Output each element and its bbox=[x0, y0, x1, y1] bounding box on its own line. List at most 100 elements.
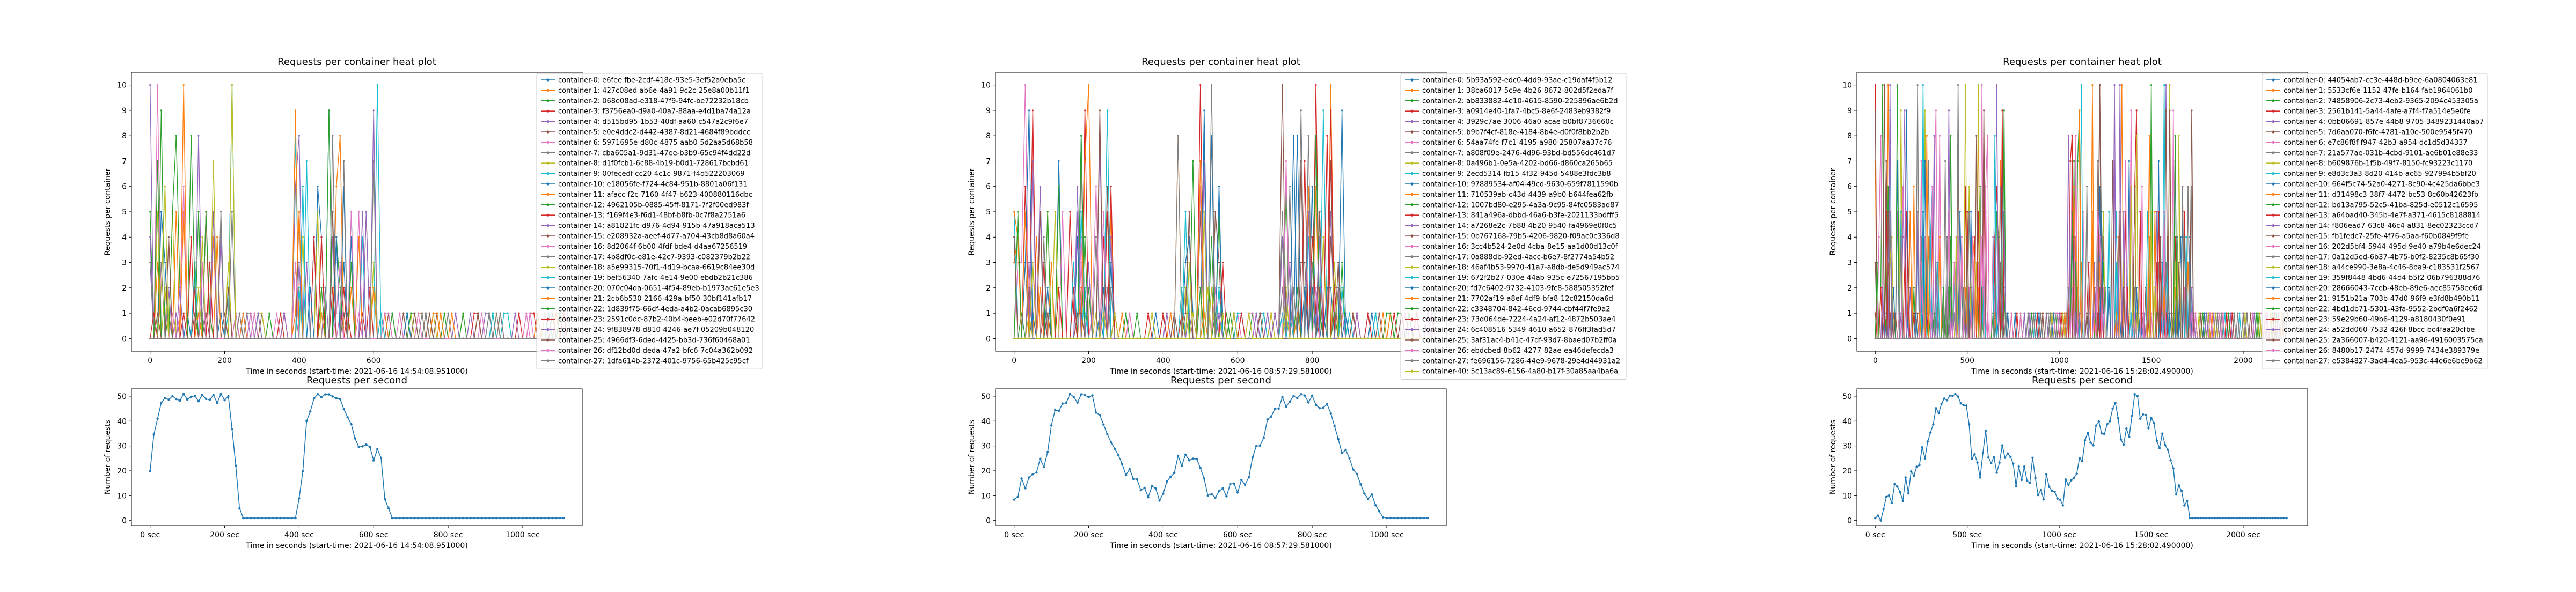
legend-swatch-marker bbox=[546, 307, 549, 310]
legend-swatch-marker bbox=[546, 78, 549, 81]
heat-point bbox=[1226, 313, 1227, 314]
heat-point bbox=[310, 338, 311, 339]
heat-point bbox=[250, 313, 252, 314]
heat-point bbox=[175, 211, 177, 212]
rps-point bbox=[380, 457, 382, 459]
heat-point bbox=[339, 338, 341, 339]
heat-series-group bbox=[149, 84, 572, 339]
heat-point bbox=[1218, 186, 1220, 187]
heat-point bbox=[436, 338, 438, 339]
heat-point bbox=[1024, 84, 1026, 86]
legend-entry: container-2: 068e08ad-e318-47f9-94fc-be7… bbox=[558, 97, 749, 105]
heat-point bbox=[157, 338, 158, 339]
heat-point bbox=[1378, 313, 1380, 314]
legend-entry: container-24: 9f838978-d810-4246-ae7f-05… bbox=[558, 326, 754, 334]
rps-axes-frame bbox=[131, 389, 582, 526]
heat-point bbox=[462, 313, 464, 314]
heat-series-markers bbox=[149, 109, 572, 339]
rps-point bbox=[399, 517, 401, 519]
heat-point bbox=[328, 109, 330, 111]
rps-point bbox=[443, 517, 445, 519]
heat-point bbox=[529, 338, 531, 339]
rps-point bbox=[357, 446, 360, 448]
legend-entry: container-7: cba605a1-9d31-47ee-b3b9-65c… bbox=[558, 149, 750, 157]
heat-point bbox=[160, 338, 162, 339]
rps-point bbox=[440, 517, 442, 519]
heat-point bbox=[164, 262, 166, 263]
heat-point bbox=[298, 135, 300, 137]
heat-point bbox=[514, 313, 516, 314]
heat-point bbox=[455, 313, 456, 314]
heat-point bbox=[518, 313, 519, 314]
heat-point bbox=[298, 338, 300, 339]
heat-point bbox=[191, 338, 192, 339]
heat-point bbox=[332, 338, 333, 339]
heat-point bbox=[1021, 262, 1022, 263]
rps-point bbox=[305, 420, 308, 422]
rps-point bbox=[257, 517, 259, 519]
rps-point bbox=[432, 517, 434, 519]
legend-entry: container-15: e208932a-aeef-4d77-a704-43… bbox=[558, 233, 755, 241]
heat-point bbox=[302, 338, 304, 339]
heat-legend: container-0: e6fee fbe-2cdf-418e-93e5-3e… bbox=[537, 73, 762, 369]
heat-point bbox=[414, 338, 415, 339]
heat-point bbox=[350, 262, 352, 263]
heat-series-line bbox=[1014, 212, 1436, 338]
heat-point bbox=[1184, 211, 1186, 212]
heat-point bbox=[429, 313, 430, 314]
heat-title: Requests per container heat plot bbox=[277, 56, 436, 68]
rps-point bbox=[510, 517, 513, 519]
rps-point bbox=[246, 517, 248, 519]
rps-point bbox=[544, 517, 546, 519]
rps-point bbox=[164, 397, 166, 399]
heat-point bbox=[377, 338, 378, 339]
heat-point bbox=[369, 338, 371, 339]
legend-entry: container-9: 00fecedf-cc20-4c1c-9871-f4d… bbox=[558, 170, 745, 178]
heat-point bbox=[332, 287, 333, 288]
heat-point bbox=[194, 338, 195, 339]
heat-point bbox=[302, 186, 304, 187]
heat-point bbox=[213, 160, 214, 162]
legend-swatch-marker bbox=[546, 255, 549, 258]
heat-point bbox=[153, 338, 155, 339]
heat-point bbox=[343, 287, 345, 288]
heat-point bbox=[194, 313, 195, 314]
heat-point bbox=[1058, 160, 1059, 162]
legend-entry: container-16: 8d2064f-6b00-4fdf-bde4-d4a… bbox=[558, 243, 747, 251]
heat-point bbox=[231, 84, 233, 86]
heat-point bbox=[500, 338, 501, 339]
legend-entry: container-12: 4962105b-0885-45ff-8171-7f… bbox=[558, 201, 749, 209]
heat-xtick-label: 0 bbox=[148, 357, 152, 365]
heat-point bbox=[205, 338, 207, 339]
rps-point bbox=[219, 393, 222, 395]
legend-swatch-marker bbox=[546, 297, 549, 300]
heat-point bbox=[1188, 262, 1190, 263]
heat-point bbox=[1147, 313, 1149, 314]
heat-point bbox=[514, 338, 516, 339]
heat-point bbox=[362, 211, 363, 212]
heat-point bbox=[518, 338, 519, 339]
legend-swatch-marker bbox=[546, 224, 549, 227]
rps-point bbox=[507, 517, 509, 519]
heat-point bbox=[239, 338, 240, 339]
heat-point bbox=[414, 313, 415, 314]
heat-point bbox=[306, 338, 308, 339]
rps-point bbox=[473, 517, 475, 519]
heat-series-markers bbox=[149, 109, 572, 339]
heat-point bbox=[257, 338, 259, 339]
heat-point bbox=[350, 338, 352, 339]
heat-point bbox=[172, 313, 173, 314]
heat-point bbox=[522, 338, 523, 339]
heat-point bbox=[220, 211, 222, 212]
rps-point bbox=[499, 517, 501, 519]
heat-point bbox=[1184, 262, 1186, 263]
heat-point bbox=[183, 84, 185, 86]
heat-point bbox=[183, 338, 185, 339]
rps-point bbox=[294, 517, 296, 519]
rps-point bbox=[242, 517, 244, 519]
heat-point bbox=[320, 338, 322, 339]
heat-point bbox=[380, 338, 382, 339]
heat-ytick-label: 6 bbox=[122, 183, 127, 191]
legend-swatch-marker bbox=[546, 328, 549, 331]
rps-point bbox=[149, 470, 151, 472]
